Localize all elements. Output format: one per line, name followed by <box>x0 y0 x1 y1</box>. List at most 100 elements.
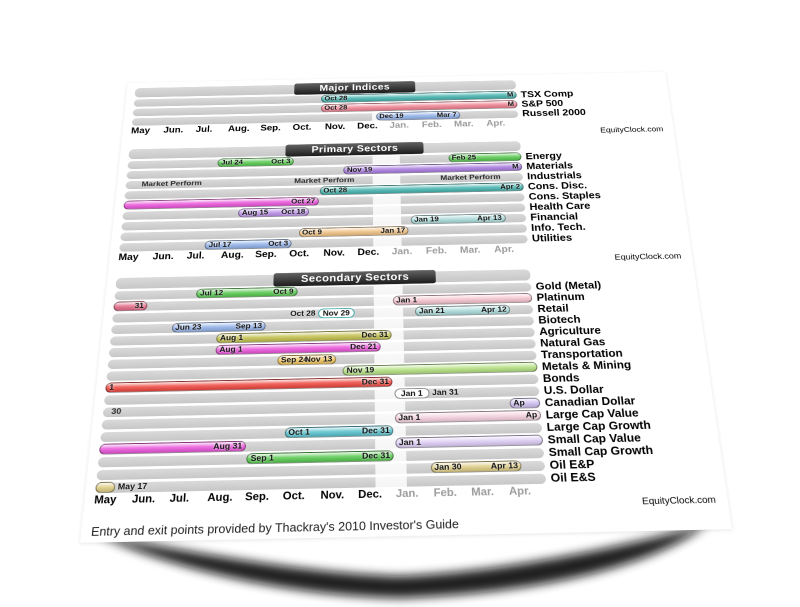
row-label: Oil E&P <box>549 457 595 472</box>
bar-start-label: Oct 9 <box>302 228 323 237</box>
bar-start-label: Jul 17 <box>208 240 232 249</box>
axis-month: Mar. <box>459 245 481 256</box>
section-rows: Primary Sectors Jul 24 Oct 3 Feb 25 Energy No… <box>119 137 681 253</box>
axis-month: Sep. <box>244 491 270 504</box>
chart-sections: Major Indices Oct 28 M TSX Comp Oct 28 M S&P 5… <box>92 76 718 520</box>
bar-end-label: Oct 3 <box>271 157 291 166</box>
bar-start-label: Ap <box>512 398 525 408</box>
axis-month: May <box>93 494 117 507</box>
axis-month: Jun. <box>131 493 156 506</box>
bar-start-label: Oct 28 <box>323 186 348 195</box>
bar-end-label: M <box>511 162 519 170</box>
section-rows: Major Indices Oct 28 M TSX Comp Oct 28 M S&P 5… <box>131 76 663 127</box>
seasonal-bar: Dec 19 Mar 7 <box>375 110 461 121</box>
row-label: Materials <box>525 160 574 172</box>
bar-end-label: Jan 17 <box>380 226 406 235</box>
row-label: Natural Gas <box>539 335 606 349</box>
axis-month: May <box>130 126 151 136</box>
bar-end-label: Apr 13 <box>490 460 519 471</box>
bar-center-label: Nov 29 <box>322 308 350 318</box>
row-label: Gold (Metal) <box>535 279 602 292</box>
row-label: Retail <box>537 302 570 315</box>
axis-month: Dec. <box>358 489 383 501</box>
seasonal-bar: Feb 25 <box>448 152 522 163</box>
axis-month: Jul. <box>169 493 190 505</box>
seasonal-bar: 31 <box>113 301 148 312</box>
chart-page: Major Indices Oct 28 M TSX Comp Oct 28 M S&P 5… <box>80 71 732 543</box>
seasonal-bar: Aug 15 Oct 18 <box>238 207 309 218</box>
axis-month: Jul. <box>195 125 213 135</box>
axis-month: Sep. <box>260 124 281 133</box>
axis-month: Jan. <box>389 121 410 131</box>
axis-month: Apr. <box>508 485 532 498</box>
curl-shadow-shape <box>95 524 708 598</box>
axis-month: Oct. <box>289 249 310 259</box>
axis-month: Jun. <box>163 126 184 135</box>
seasonal-bar: Jan 1 <box>394 387 430 399</box>
bar-start-label: Oct 1 <box>288 427 311 437</box>
seasonal-bar: Jul 24 Oct 3 <box>217 157 294 168</box>
seasonal-bar: Nov 29 <box>318 307 355 319</box>
axis-month: Feb. <box>433 487 458 500</box>
row-label: Oil E&S <box>550 470 597 485</box>
axis-month: Dec. <box>357 247 380 258</box>
bar-start-label: Feb 25 <box>451 153 477 162</box>
row-label: Bonds <box>542 371 581 385</box>
bar-end-label: M <box>507 100 515 108</box>
bar-start-label: Jan 1 <box>398 437 422 448</box>
row-label: Info. Tech. <box>530 221 587 234</box>
bar-end-label: Mar 7 <box>436 111 457 119</box>
bar-after-label: Jan 31 <box>431 387 459 397</box>
bar-end-label: Dec 21 <box>350 342 378 351</box>
bar-end-label: Oct 9 <box>273 287 294 296</box>
axis-month: Dec. <box>357 122 378 131</box>
section-title: Major Indices <box>294 80 415 96</box>
bar-end-label: Aug 31 <box>213 441 243 451</box>
bar-start-label: 1 <box>108 382 115 392</box>
bar-end-label: Dec 31 <box>362 450 391 461</box>
axis-month: Jul. <box>186 251 205 262</box>
bar-start-label: Jul 12 <box>199 288 224 298</box>
bar-start-label: Aug 1 <box>219 344 243 354</box>
axis-month: Nov. <box>320 489 345 502</box>
bar-end-label: Dec 31 <box>361 377 390 387</box>
bar-start-label: Jul 24 <box>220 158 244 167</box>
row-label: Russell 2000 <box>521 107 587 119</box>
row-label: Platinum <box>536 290 586 304</box>
section: Major Indices Oct 28 M TSX Comp Oct 28 M S&P 5… <box>130 76 666 145</box>
bar-end-label: Nov 13 <box>304 354 333 364</box>
bar-end-label: Dec 31 <box>361 330 389 340</box>
section: Primary Sectors Jul 24 Oct 3 Feb 25 Energy No… <box>117 137 684 274</box>
axis-month: Feb. <box>425 246 448 257</box>
bar-start-label: Aug 15 <box>241 208 269 217</box>
bar-end-label: Dec 31 <box>361 425 390 436</box>
bar-end-label: Sep 13 <box>235 321 263 331</box>
bar-start-label: Dec 19 <box>379 112 404 120</box>
seasonal-bar: Jan 21 Apr 12 <box>415 304 511 317</box>
axis-month: Mar. <box>453 120 474 129</box>
bar-end-label: Apr 13 <box>476 213 502 222</box>
seasonal-bar: Jul 17 Oct 3 <box>204 238 292 250</box>
seasonal-bar: Jan 30 Apr 13 <box>430 460 523 474</box>
row-label: Financial <box>529 211 579 223</box>
bar-start-label: Jan 30 <box>434 462 462 472</box>
seasonal-bar <box>94 481 116 494</box>
bar-start-label: Nov 19 <box>346 165 373 174</box>
bar-start-label: Jun 23 <box>174 322 202 332</box>
bar-end-label: M <box>506 91 514 98</box>
axis-month: Aug. <box>227 124 250 134</box>
axis-month: Nov. <box>323 248 345 259</box>
bar-start-label: Jan 1 <box>398 412 421 423</box>
row-note: Market Perform <box>440 172 501 183</box>
bar-start-label: Oct 28 <box>324 104 348 112</box>
bar-after-label: May 17 <box>117 481 148 492</box>
row-label: Utilities <box>531 232 573 244</box>
bar-start-label: Sep 1 <box>250 453 274 463</box>
row-label: Biotech <box>537 313 581 326</box>
bar-start-label: Oct 28 <box>324 94 348 102</box>
axis-month: Feb. <box>421 120 442 130</box>
seasonal-bar: Jun 23 Sep 13 <box>171 321 266 333</box>
seasonal-bar: Sep 24 Nov 13 <box>277 354 336 366</box>
row-note: 30 <box>110 406 122 417</box>
